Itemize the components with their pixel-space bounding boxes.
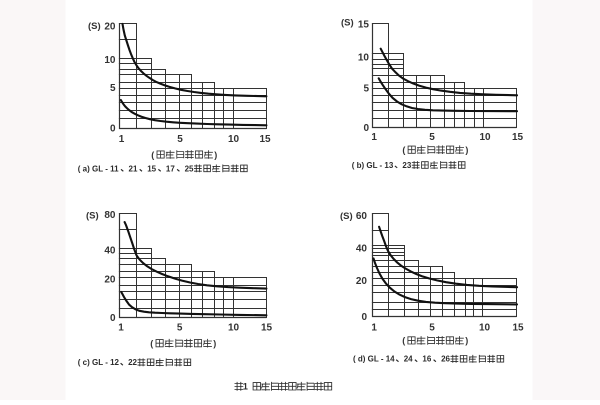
svg-text:17: 17 xyxy=(166,164,175,173)
svg-text:(: ( xyxy=(151,150,154,160)
svg-text:16: 16 xyxy=(422,355,431,364)
svg-text:15: 15 xyxy=(259,134,271,145)
svg-text:( b) GL - 13: ( b) GL - 13 xyxy=(352,161,394,170)
svg-text:1: 1 xyxy=(243,382,248,392)
svg-text:0: 0 xyxy=(110,313,116,324)
svg-text:80: 80 xyxy=(104,210,116,221)
svg-text:15: 15 xyxy=(147,164,156,173)
svg-text:10: 10 xyxy=(228,134,240,145)
svg-text:0: 0 xyxy=(110,124,116,135)
svg-text:20: 20 xyxy=(104,22,116,33)
svg-text:1: 1 xyxy=(371,132,377,143)
svg-text:5: 5 xyxy=(177,134,183,145)
svg-text:(S): (S) xyxy=(340,211,353,222)
svg-text:5: 5 xyxy=(110,83,116,94)
svg-text:21: 21 xyxy=(129,164,138,173)
svg-text:1: 1 xyxy=(119,134,125,145)
svg-text:(: ( xyxy=(402,336,405,346)
svg-text:(: ( xyxy=(150,339,153,349)
svg-text:0: 0 xyxy=(361,312,367,323)
svg-text:20: 20 xyxy=(104,275,116,286)
svg-text:5: 5 xyxy=(429,132,435,143)
svg-text:20: 20 xyxy=(356,276,368,287)
svg-text:(S): (S) xyxy=(88,21,101,32)
svg-text:5: 5 xyxy=(177,323,183,334)
svg-text:24: 24 xyxy=(404,355,413,364)
svg-text:40: 40 xyxy=(104,245,116,256)
svg-text:1: 1 xyxy=(371,323,377,334)
svg-text:60: 60 xyxy=(356,211,368,222)
svg-text:10: 10 xyxy=(479,323,491,334)
svg-text:25: 25 xyxy=(185,164,194,173)
svg-text:(: ( xyxy=(402,145,405,155)
svg-text:5: 5 xyxy=(363,84,369,95)
svg-text:): ) xyxy=(214,150,217,160)
svg-text:10: 10 xyxy=(358,53,370,64)
svg-text:23: 23 xyxy=(402,161,411,170)
svg-text:(S): (S) xyxy=(341,18,354,29)
svg-text:): ) xyxy=(213,339,216,349)
svg-text:22: 22 xyxy=(128,358,137,367)
svg-text:( d) GL - 14: ( d) GL - 14 xyxy=(353,355,395,364)
svg-text:40: 40 xyxy=(356,244,368,255)
svg-text:( c) GL - 12: ( c) GL - 12 xyxy=(78,358,120,367)
svg-text:5: 5 xyxy=(429,323,435,334)
svg-text:0: 0 xyxy=(363,123,369,134)
svg-text:15: 15 xyxy=(512,132,524,143)
svg-text:15: 15 xyxy=(512,323,524,334)
svg-text:1: 1 xyxy=(118,323,124,334)
svg-text:(S): (S) xyxy=(86,211,99,222)
svg-text:15: 15 xyxy=(358,20,370,31)
svg-text:): ) xyxy=(465,336,468,346)
svg-text:26: 26 xyxy=(441,355,450,364)
svg-text:15: 15 xyxy=(261,323,273,334)
svg-text:( a) GL - 11: ( a) GL - 11 xyxy=(78,164,119,173)
svg-text:): ) xyxy=(465,145,468,155)
svg-text:10: 10 xyxy=(228,323,240,334)
svg-text:10: 10 xyxy=(479,132,491,143)
svg-text:10: 10 xyxy=(104,55,116,66)
